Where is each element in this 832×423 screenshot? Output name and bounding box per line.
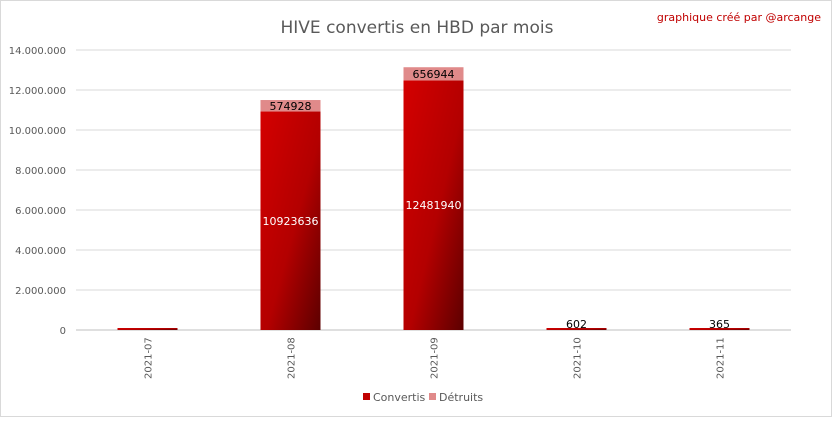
x-tick-label: 2021-11 (716, 337, 727, 379)
data-label: 12481940 (406, 199, 462, 212)
legend-label: Détruits (439, 391, 483, 404)
x-tick-label: 2021-07 (144, 337, 155, 379)
legend: Convertis Détruits (363, 391, 483, 404)
bar-convertis-2021-09 (403, 80, 464, 330)
y-tick-label: 2.000.000 (15, 286, 66, 297)
y-tick-label: 4.000.000 (15, 246, 66, 257)
data-label: 574928 (270, 100, 312, 113)
y-tick-label: 0 (60, 326, 66, 337)
legend-swatch-détruits (429, 393, 436, 400)
y-tick-label: 10.000.000 (9, 126, 66, 137)
data-label: 10923636 (263, 215, 319, 228)
x-tick-label: 2021-08 (287, 337, 298, 379)
chart-title: HIVE convertis en HBD par mois (281, 18, 554, 38)
y-tick-label: 12.000.000 (9, 86, 66, 97)
data-label: 656944 (413, 68, 455, 81)
bar-convertis-2021-08 (260, 111, 321, 330)
y-tick-label: 8.000.000 (15, 166, 66, 177)
bar-convertis-2021-07 (117, 328, 178, 330)
y-tick-label: 14.000.000 (9, 46, 66, 57)
bar-convertis-2021-10 (546, 328, 607, 330)
x-tick-label: 2021-09 (430, 337, 441, 379)
bars: 10923636 574928 12481940 656944 602 365 (117, 67, 750, 331)
data-label: 602 (566, 318, 587, 331)
bar-détruits-2021-09 (403, 67, 464, 81)
x-tick-label: 2021-10 (573, 337, 584, 379)
legend-swatch-convertis (363, 393, 370, 400)
legend-label: Convertis (373, 391, 426, 404)
bar-convertis-2021-11 (689, 328, 750, 330)
x-axis: 2021-07 2021-08 2021-09 2021-10 2021-11 (144, 337, 727, 379)
bar-détruits-2021-08 (260, 100, 321, 112)
chart-credit: graphique créé par @arcange (657, 11, 821, 24)
y-tick-label: 6.000.000 (15, 206, 66, 217)
data-label: 365 (709, 318, 730, 331)
